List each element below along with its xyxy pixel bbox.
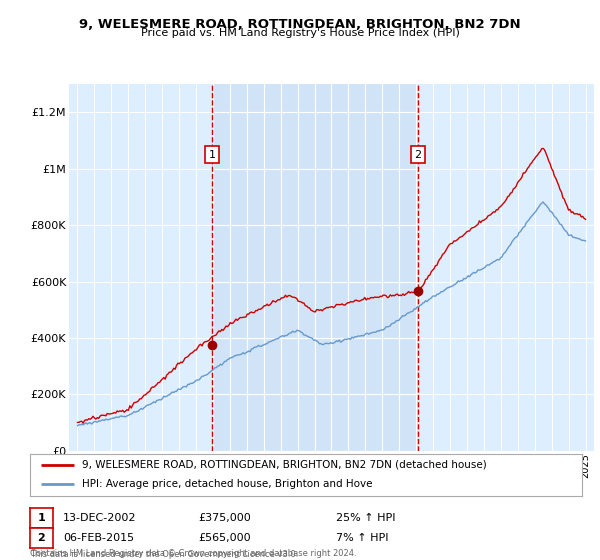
Text: 06-FEB-2015: 06-FEB-2015 <box>63 533 134 543</box>
Text: 2: 2 <box>38 533 45 543</box>
Text: 2: 2 <box>415 150 421 160</box>
Text: 1: 1 <box>209 150 216 160</box>
Text: £375,000: £375,000 <box>198 513 251 523</box>
Text: 25% ↑ HPI: 25% ↑ HPI <box>336 513 395 523</box>
Text: 1: 1 <box>38 513 45 523</box>
Text: 9, WELESMERE ROAD, ROTTINGDEAN, BRIGHTON, BN2 7DN (detached house): 9, WELESMERE ROAD, ROTTINGDEAN, BRIGHTON… <box>82 460 487 470</box>
Text: 13-DEC-2002: 13-DEC-2002 <box>63 513 137 523</box>
Text: 9, WELESMERE ROAD, ROTTINGDEAN, BRIGHTON, BN2 7DN: 9, WELESMERE ROAD, ROTTINGDEAN, BRIGHTON… <box>79 18 521 31</box>
Text: This data is licensed under the Open Government Licence v3.0.: This data is licensed under the Open Gov… <box>30 550 298 559</box>
Bar <box>212 84 418 451</box>
Text: Price paid vs. HM Land Registry's House Price Index (HPI): Price paid vs. HM Land Registry's House … <box>140 28 460 38</box>
Text: HPI: Average price, detached house, Brighton and Hove: HPI: Average price, detached house, Brig… <box>82 479 373 489</box>
Text: Contains HM Land Registry data © Crown copyright and database right 2024.: Contains HM Land Registry data © Crown c… <box>30 549 356 558</box>
Text: 7% ↑ HPI: 7% ↑ HPI <box>336 533 389 543</box>
Text: £565,000: £565,000 <box>198 533 251 543</box>
